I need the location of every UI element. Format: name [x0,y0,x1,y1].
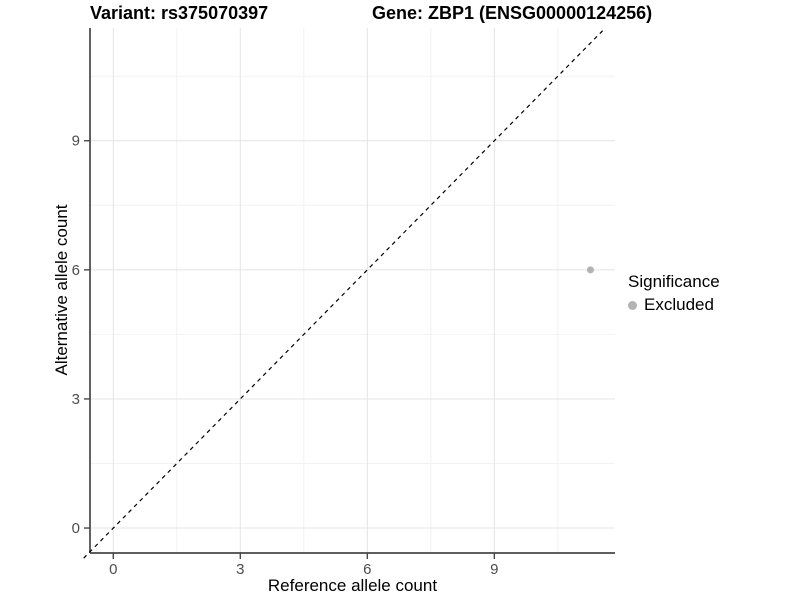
x-tick-label: 9 [490,561,498,578]
y-tick-label: 0 [72,520,80,537]
legend: Significance Excluded [628,272,720,315]
legend-item-label: Excluded [644,295,714,314]
x-axis-label: Reference allele count [267,576,438,595]
legend-item-excluded: Excluded [628,295,720,315]
x-tick-label: 3 [236,561,244,578]
legend-title: Significance [628,272,720,291]
data-point [586,266,594,274]
y-axis-label: Alternative allele count [52,204,71,376]
identity-line [83,28,605,559]
excluded-point-icon [628,300,637,310]
plot-title-variant: Variant: rs375070397 [90,3,269,23]
y-tick-label: 6 [72,262,80,279]
x-tick-label: 6 [363,561,371,578]
x-tick-label: 0 [109,561,117,578]
plot-title-gene: Gene: ZBP1 (ENSG00000124256) [372,3,653,23]
y-tick-label: 3 [72,391,80,408]
y-tick-label: 9 [72,133,80,150]
